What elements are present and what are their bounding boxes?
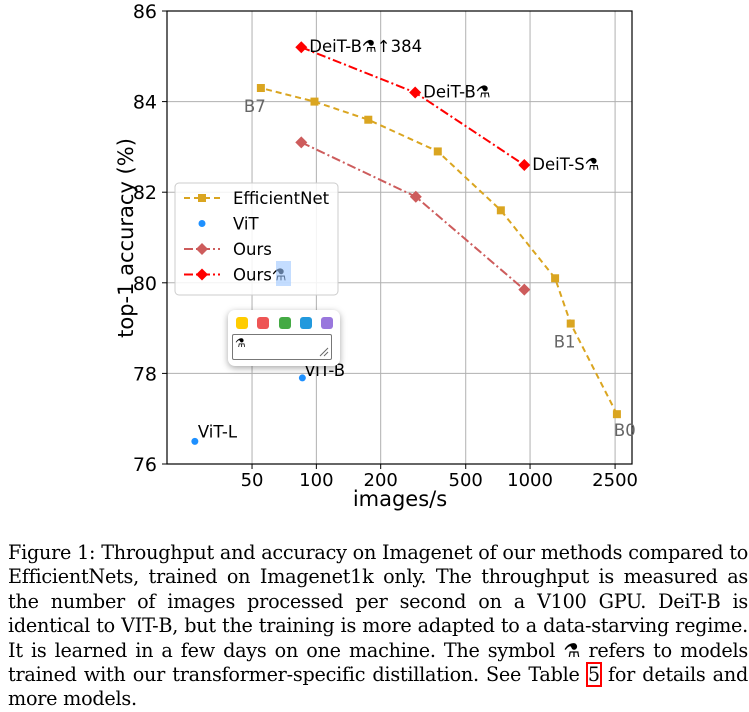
color-swatch-purple[interactable] xyxy=(321,317,333,329)
data-point xyxy=(310,97,319,106)
figure-caption: Figure 1: Throughput and accuracy on Ima… xyxy=(8,541,748,712)
x-tick-label: 200 xyxy=(364,470,398,491)
point-label: DeiT-B⚗↑384 xyxy=(309,37,422,56)
series-layer xyxy=(191,41,621,445)
x-axis-label: images/s xyxy=(353,487,447,511)
data-point xyxy=(191,437,199,445)
y-tick-label: 80 xyxy=(133,273,157,295)
data-point xyxy=(518,159,531,172)
y-tick-label: 82 xyxy=(133,182,157,204)
data-point xyxy=(409,86,422,99)
data-point xyxy=(433,147,442,156)
legend-item: EfficientNet xyxy=(184,189,330,208)
legend-marker xyxy=(196,268,208,281)
y-tick-label: 84 xyxy=(133,92,157,114)
legend-marker xyxy=(198,194,206,202)
legend-label: Ours⚗ xyxy=(233,266,287,285)
point-label: B7 xyxy=(244,97,266,116)
data-point xyxy=(518,283,531,296)
color-swatch-yellow[interactable] xyxy=(236,317,248,329)
legend-label: EfficientNet xyxy=(233,189,330,208)
color-swatch-blue[interactable] xyxy=(300,317,312,329)
table-reference-link[interactable]: 5 xyxy=(585,662,602,688)
data-point xyxy=(295,41,308,54)
chart: 50 100 200 500 1000 2500 76 78 80 82 84 86 images/s… xyxy=(114,1,638,511)
legend-box xyxy=(174,182,339,296)
data-point xyxy=(295,136,308,149)
x-tick-label: 1000 xyxy=(507,470,553,491)
series-ours-distilled xyxy=(295,41,531,172)
legend-item: Ours xyxy=(184,240,272,259)
plot-frame xyxy=(166,10,633,465)
point-label: B1 xyxy=(554,333,576,352)
point-label: DeiT-B⚗ xyxy=(423,83,490,102)
color-swatch-green[interactable] xyxy=(279,317,291,329)
x-tick-label: 100 xyxy=(299,470,333,491)
data-point xyxy=(551,274,560,283)
series-efficientnet xyxy=(256,84,621,419)
data-point xyxy=(256,84,265,93)
data-point xyxy=(566,319,575,328)
annotation-note-text: ⚗ xyxy=(235,336,246,350)
annotation-popup[interactable]: ⚗ xyxy=(228,310,340,366)
legend-label: ViT xyxy=(233,215,260,234)
legend-item: Ours⚗ xyxy=(184,266,287,285)
data-point xyxy=(496,206,505,215)
x-tick-label: 50 xyxy=(241,470,264,491)
legend-item: ViT xyxy=(198,215,260,234)
legend-label: Ours xyxy=(233,240,272,259)
annotation-note-input[interactable]: ⚗ xyxy=(232,334,332,360)
point-label: DeiT-S⚗ xyxy=(532,155,599,174)
y-tick-label: 76 xyxy=(133,454,157,476)
color-swatch-red[interactable] xyxy=(257,317,269,329)
y-tick-label: 78 xyxy=(133,363,157,385)
caption-text: Figure 1: Throughput and accuracy on Ima… xyxy=(8,541,748,687)
resize-grip-icon[interactable] xyxy=(319,347,329,357)
axis-ticks: 50 100 200 500 1000 2500 76 78 80 82 84 86 xyxy=(133,1,638,491)
point-label: B0 xyxy=(614,421,636,440)
data-point xyxy=(364,115,373,124)
x-tick-label: 2500 xyxy=(592,470,638,491)
data-point xyxy=(612,410,621,419)
point-labels-layer: B0B1B7ViT-LViT-BDeiT-B⚗↑384DeiT-B⚗DeiT-S… xyxy=(198,37,636,441)
series-ours xyxy=(295,136,531,296)
x-tick-label: 500 xyxy=(449,470,483,491)
series-vit xyxy=(191,374,306,445)
data-point xyxy=(409,190,422,203)
legend-marker xyxy=(198,220,206,227)
y-tick-label: 86 xyxy=(133,1,157,23)
text-selection-highlight xyxy=(276,261,291,286)
legend-marker xyxy=(196,243,208,255)
y-axis-label: top-1 accuracy (%) xyxy=(114,138,138,338)
series-line xyxy=(300,46,525,166)
legend: EfficientNet ViT Ours Ours⚗ xyxy=(174,182,339,296)
data-point xyxy=(298,374,306,382)
point-label: ViT-L xyxy=(198,422,238,441)
